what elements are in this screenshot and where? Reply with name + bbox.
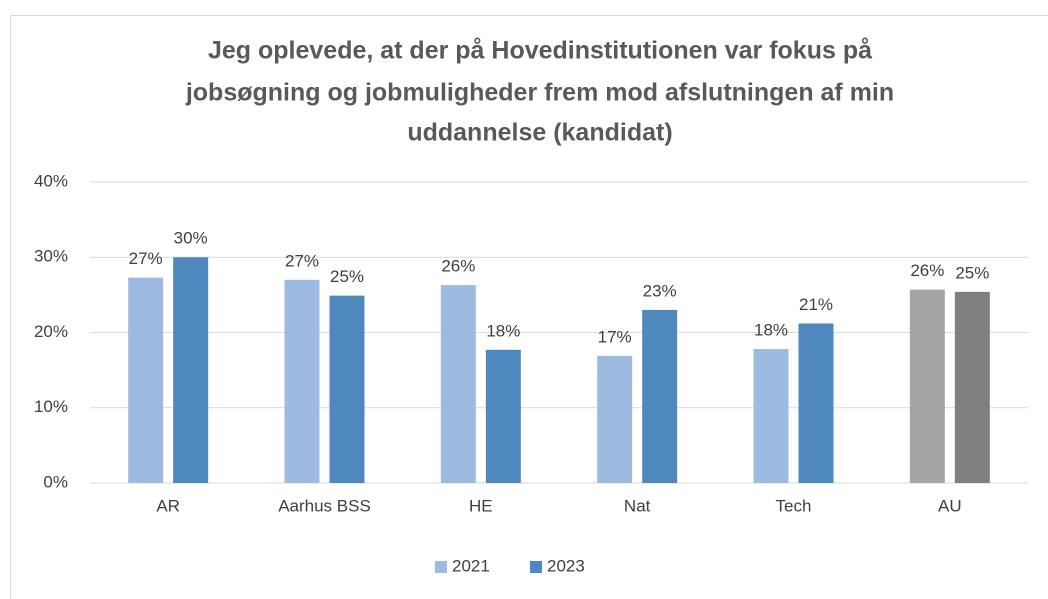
data-label: 17%: [598, 327, 632, 346]
x-tick-label: AU: [938, 496, 962, 515]
chart-title: jobsøgning og jobmuligheder frem mod afs…: [185, 79, 894, 107]
y-tick-label: 20%: [34, 322, 68, 341]
data-label: 30%: [174, 229, 208, 248]
data-label: 26%: [910, 261, 944, 280]
data-label: 21%: [799, 295, 833, 314]
bar: [597, 355, 633, 483]
chart-title: Jeg oplevede, at der på Hovedinstitution…: [208, 37, 872, 65]
bar: [753, 349, 789, 483]
bar: [954, 291, 990, 483]
y-tick-label: 0%: [43, 472, 68, 491]
bar: [173, 257, 209, 483]
x-tick-label: Aarhus BSS: [278, 496, 371, 515]
x-tick-label: Nat: [624, 496, 651, 515]
data-label: 27%: [285, 251, 319, 270]
bar: [440, 285, 476, 483]
bar: [909, 289, 945, 483]
legend-label: 2021: [452, 556, 490, 575]
data-label: 26%: [441, 257, 475, 276]
x-tick-label: HE: [469, 496, 493, 515]
x-tick-label: AR: [156, 496, 180, 515]
bar: [485, 349, 521, 483]
legend-swatch: [435, 561, 447, 573]
bar: [284, 279, 320, 483]
data-label: 25%: [955, 263, 989, 282]
bar: [798, 323, 834, 483]
data-label: 18%: [754, 321, 788, 340]
data-label: 18%: [486, 321, 520, 340]
y-tick-label: 40%: [34, 171, 68, 190]
legend-label: 2023: [547, 556, 585, 575]
y-tick-label: 30%: [34, 247, 68, 266]
bar: [329, 295, 365, 483]
bar: [642, 309, 678, 483]
data-label: 23%: [643, 281, 677, 300]
data-label: 27%: [129, 249, 163, 268]
bar: [128, 277, 164, 483]
chart-title: uddannelse (kandidat): [407, 119, 672, 147]
x-tick-label: Tech: [776, 496, 812, 515]
legend-swatch: [530, 561, 542, 573]
data-label: 25%: [330, 267, 364, 286]
y-tick-label: 10%: [34, 397, 68, 416]
